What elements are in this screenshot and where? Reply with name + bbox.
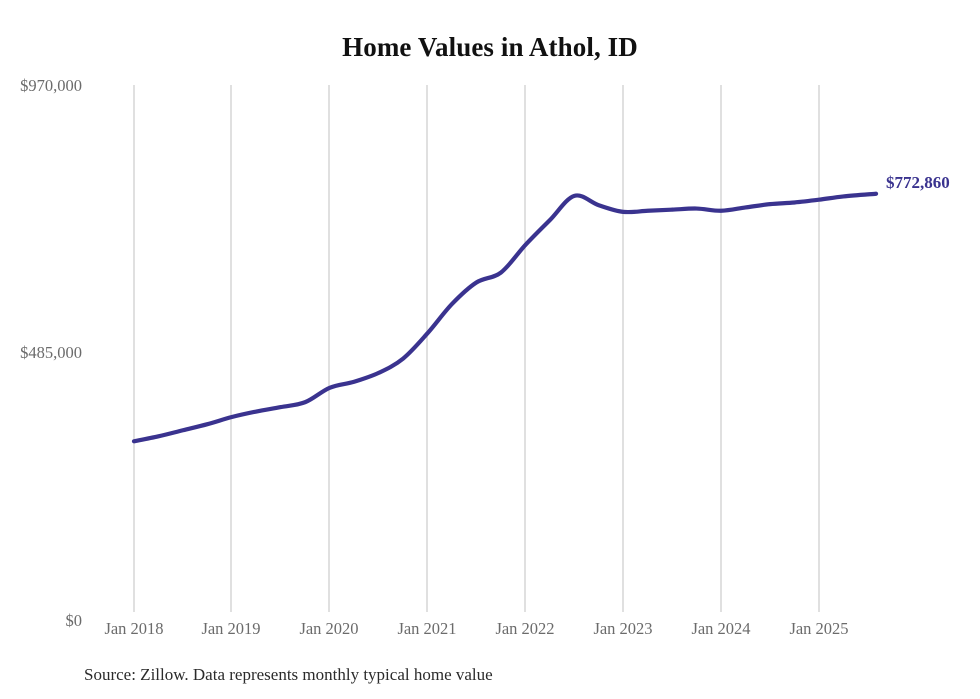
x-axis-tick-jan-2025: Jan 2025 [789, 619, 849, 638]
gridlines-group [133, 85, 820, 612]
y-axis-tick-top: $970,000 [20, 76, 82, 95]
y-axis-tick-mid: $485,000 [20, 343, 82, 362]
end-value-annotation: $772,860 [886, 173, 950, 192]
x-axis-tick-jan-2020: Jan 2020 [299, 619, 359, 638]
x-axis-tick-jan-2023: Jan 2023 [593, 619, 653, 638]
x-axis-tick-jan-2018: Jan 2018 [104, 619, 164, 638]
x-axis-tick-jan-2024: Jan 2024 [691, 619, 751, 638]
series-line-typical-home-value [131, 191, 879, 444]
x-axis-tick-jan-2021: Jan 2021 [397, 619, 457, 638]
source-note: Source: Zillow. Data represents monthly … [84, 665, 493, 684]
x-axis-tick-jan-2019: Jan 2019 [201, 619, 261, 638]
y-axis-tick-zero: $0 [65, 611, 83, 630]
chart-title: Home Values in Athol, ID [342, 32, 638, 62]
x-axis-tick-jan-2022: Jan 2022 [495, 619, 555, 638]
